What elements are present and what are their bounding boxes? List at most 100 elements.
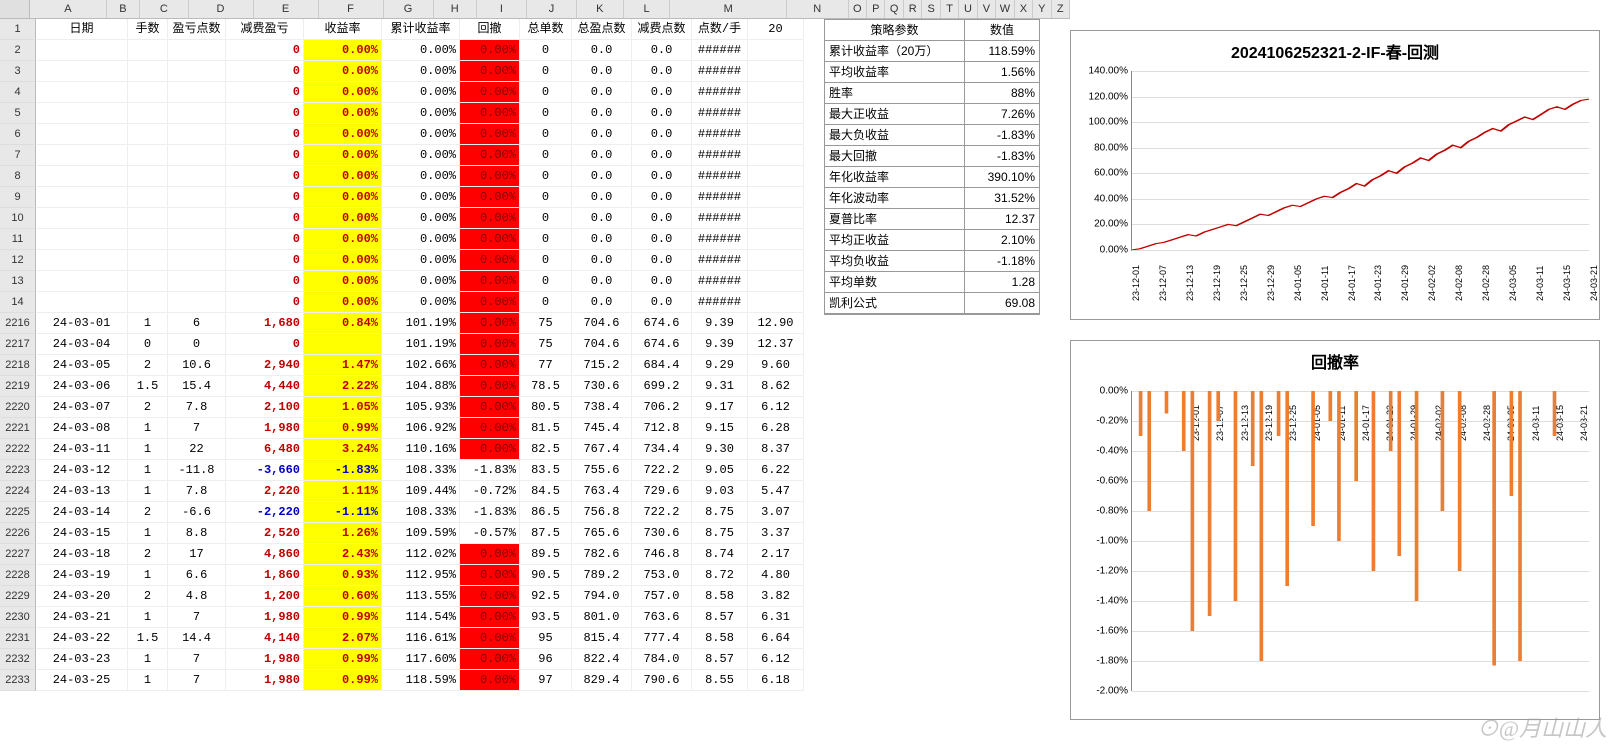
row-header[interactable]: 8 xyxy=(0,166,36,187)
cell-B[interactable] xyxy=(128,292,168,313)
cell-B[interactable] xyxy=(128,250,168,271)
col-header-P[interactable]: P xyxy=(867,0,885,18)
row-header[interactable]: 11 xyxy=(0,229,36,250)
cell-F[interactable]: 0.00% xyxy=(382,124,460,145)
col-header-D[interactable]: D xyxy=(189,0,254,18)
cell-D[interactable]: 0 xyxy=(226,229,304,250)
cell-C[interactable]: 7.8 xyxy=(168,397,226,418)
cell-F[interactable]: 108.33% xyxy=(382,502,460,523)
cell-J[interactable]: 0.0 xyxy=(632,40,692,61)
cell-A[interactable] xyxy=(36,187,128,208)
cell-K[interactable]: ###### xyxy=(692,166,748,187)
cell-F[interactable]: 0.00% xyxy=(382,187,460,208)
col-header-H[interactable]: H xyxy=(434,0,477,18)
cell-G[interactable]: 0.00% xyxy=(460,565,520,586)
cell-K[interactable]: ###### xyxy=(692,208,748,229)
cell-H[interactable]: 0 xyxy=(520,103,572,124)
cell-G[interactable]: 0.00% xyxy=(460,670,520,691)
cell-L[interactable] xyxy=(748,271,804,292)
cell-F[interactable]: 109.44% xyxy=(382,481,460,502)
cell-A[interactable] xyxy=(36,208,128,229)
cell-B[interactable]: 1 xyxy=(128,523,168,544)
cell-A[interactable]: 24-03-13 xyxy=(36,481,128,502)
cell-A[interactable] xyxy=(36,145,128,166)
cell-K[interactable]: 8.74 xyxy=(692,544,748,565)
cell-G[interactable]: 0.00% xyxy=(460,439,520,460)
col-header-R[interactable]: R xyxy=(904,0,922,18)
cell-L[interactable] xyxy=(748,82,804,103)
cell-I[interactable]: 767.4 xyxy=(572,439,632,460)
cell-E[interactable]: 1.47% xyxy=(304,355,382,376)
cell-L[interactable]: 6.22 xyxy=(748,460,804,481)
cell-G[interactable]: 0.00% xyxy=(460,628,520,649)
cell-E[interactable]: 0.00% xyxy=(304,271,382,292)
cell-B[interactable]: 1 xyxy=(128,418,168,439)
row-header[interactable]: 6 xyxy=(0,124,36,145)
cell-J[interactable]: 712.8 xyxy=(632,418,692,439)
cell-K[interactable]: ###### xyxy=(692,187,748,208)
cell-B[interactable] xyxy=(128,61,168,82)
cell-K[interactable]: ###### xyxy=(692,124,748,145)
row-header[interactable]: 2216 xyxy=(0,313,36,334)
cell-C[interactable] xyxy=(168,250,226,271)
cell-A[interactable]: 24-03-07 xyxy=(36,397,128,418)
cell-G[interactable]: 0.00% xyxy=(460,187,520,208)
cell-L[interactable]: 3.82 xyxy=(748,586,804,607)
cell-B[interactable]: 1 xyxy=(128,481,168,502)
cell-E[interactable]: 3.24% xyxy=(304,439,382,460)
cell-L[interactable]: 6.28 xyxy=(748,418,804,439)
col-header-G[interactable]: G xyxy=(384,0,434,18)
row-header[interactable]: 2220 xyxy=(0,397,36,418)
col-header-I[interactable]: I xyxy=(477,0,527,18)
cell-C[interactable]: 7 xyxy=(168,418,226,439)
cell-I[interactable]: 总盈点数 xyxy=(572,19,632,40)
col-header-N[interactable]: N xyxy=(787,0,849,18)
cell-L[interactable]: 8.62 xyxy=(748,376,804,397)
cell-F[interactable]: 0.00% xyxy=(382,145,460,166)
cell-G[interactable]: 0.00% xyxy=(460,103,520,124)
cell-J[interactable]: 722.2 xyxy=(632,460,692,481)
cell-G[interactable]: 0.00% xyxy=(460,418,520,439)
cell-J[interactable]: 722.2 xyxy=(632,502,692,523)
cell-B[interactable] xyxy=(128,166,168,187)
cell-D[interactable]: 0 xyxy=(226,271,304,292)
cell-D[interactable]: 0 xyxy=(226,145,304,166)
cell-J[interactable]: 674.6 xyxy=(632,313,692,334)
cell-C[interactable]: -11.8 xyxy=(168,460,226,481)
row-header[interactable]: 2226 xyxy=(0,523,36,544)
col-header-U[interactable]: U xyxy=(959,0,977,18)
cell-E[interactable]: 0.00% xyxy=(304,40,382,61)
cell-D[interactable]: 0 xyxy=(226,61,304,82)
cell-C[interactable]: 7 xyxy=(168,607,226,628)
cell-D[interactable]: 1,980 xyxy=(226,418,304,439)
cell-A[interactable]: 24-03-05 xyxy=(36,355,128,376)
cell-A[interactable] xyxy=(36,40,128,61)
cell-B[interactable] xyxy=(128,187,168,208)
row-header[interactable]: 2221 xyxy=(0,418,36,439)
cell-K[interactable]: ###### xyxy=(692,61,748,82)
cell-F[interactable]: 104.88% xyxy=(382,376,460,397)
cell-E[interactable]: 0.84% xyxy=(304,313,382,334)
cell-I[interactable]: 0.0 xyxy=(572,250,632,271)
cell-G[interactable]: 0.00% xyxy=(460,607,520,628)
cell-C[interactable]: 7 xyxy=(168,670,226,691)
cell-J[interactable]: 699.2 xyxy=(632,376,692,397)
cell-E[interactable]: 1.11% xyxy=(304,481,382,502)
cell-L[interactable]: 6.12 xyxy=(748,397,804,418)
cell-L[interactable] xyxy=(748,292,804,313)
cell-C[interactable] xyxy=(168,208,226,229)
cell-E[interactable]: 0.00% xyxy=(304,145,382,166)
cell-A[interactable]: 24-03-15 xyxy=(36,523,128,544)
cell-E[interactable]: 1.26% xyxy=(304,523,382,544)
cell-B[interactable]: 1.5 xyxy=(128,628,168,649)
cell-L[interactable]: 9.60 xyxy=(748,355,804,376)
cell-H[interactable]: 81.5 xyxy=(520,418,572,439)
cell-F[interactable]: 102.66% xyxy=(382,355,460,376)
cell-H[interactable]: 0 xyxy=(520,292,572,313)
cell-C[interactable]: 7.8 xyxy=(168,481,226,502)
row-header[interactable]: 2233 xyxy=(0,670,36,691)
cell-L[interactable]: 5.47 xyxy=(748,481,804,502)
row-header[interactable]: 3 xyxy=(0,61,36,82)
cell-D[interactable]: 1,680 xyxy=(226,313,304,334)
cell-H[interactable]: 92.5 xyxy=(520,586,572,607)
